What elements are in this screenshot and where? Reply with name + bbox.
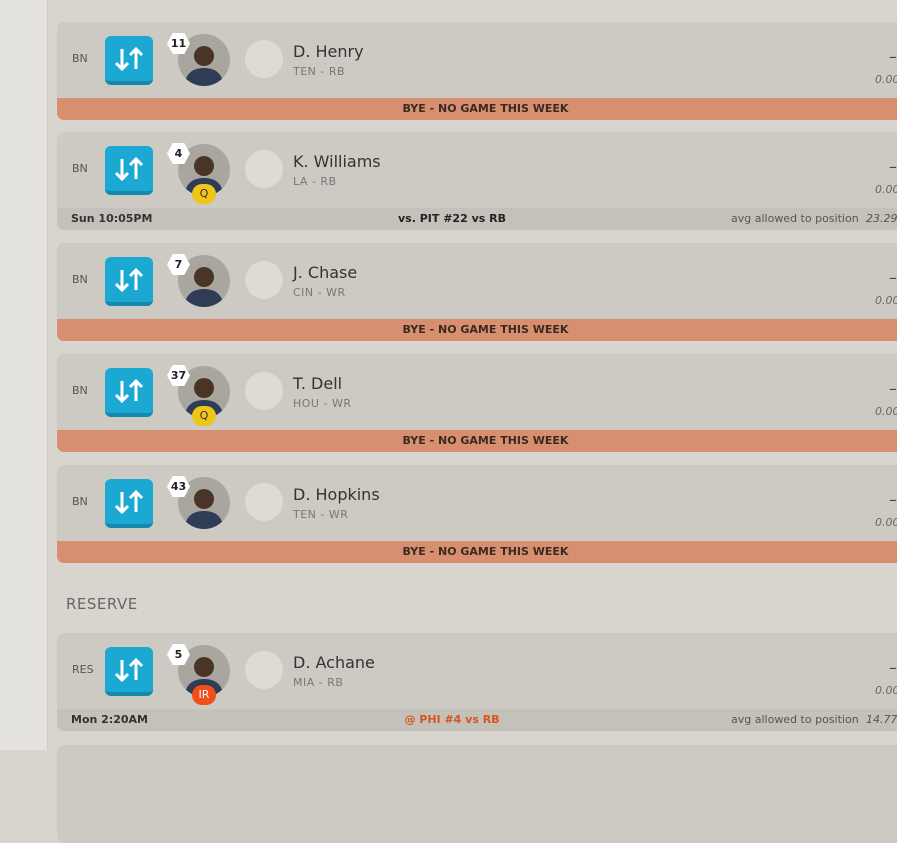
score: – (889, 658, 897, 677)
avg-label: avg allowed to position (731, 212, 859, 225)
slot-label: RES (72, 663, 94, 676)
rank-badge: 7 (167, 254, 190, 275)
player-card: BN 7 J. Chase CIN - WR – 0.00 BYE - NO GAME TH… (57, 243, 897, 341)
status-badge: Q (192, 184, 216, 204)
swap-button[interactable] (105, 146, 153, 195)
swap-icon (114, 46, 144, 72)
player-card: BN 37Q T. Dell HOU - WR – 0.00 BYE - NO GAME T… (57, 354, 897, 452)
player-photo (178, 255, 230, 307)
player-name: D. Achane (293, 653, 375, 672)
avg-label: avg allowed to position (731, 713, 859, 726)
card-partial (57, 745, 897, 843)
projected-points: 0.00 (875, 405, 897, 418)
matchup-bar: Sun 10:05PM vs. PIT #22 vs RB avg allowed … (57, 208, 897, 230)
opponent: vs. PIT #22 vs RB (398, 212, 506, 225)
projected-points: 0.00 (875, 183, 897, 196)
team-logo (245, 261, 283, 299)
projected-points: 0.00 (875, 684, 897, 697)
rank-badge: 11 (167, 33, 190, 54)
slot-label: BN (72, 52, 88, 65)
swap-button[interactable] (105, 36, 153, 85)
player-name: D. Henry (293, 42, 364, 61)
team-logo (245, 372, 283, 410)
slot-label: BN (72, 273, 88, 286)
slot-label: BN (72, 162, 88, 175)
team-logo (245, 651, 283, 689)
score: – (889, 268, 897, 287)
avg-value: 14.77 (866, 713, 897, 726)
swap-button[interactable] (105, 479, 153, 528)
swap-button[interactable] (105, 368, 153, 417)
bye-bar: BYE - NO GAME THIS WEEK (57, 430, 897, 452)
silhouette (184, 489, 224, 529)
status-badge: Q (192, 406, 216, 426)
team-position: HOU - WR (293, 397, 352, 410)
score: – (889, 47, 897, 66)
bye-text: BYE - NO GAME THIS WEEK (402, 102, 569, 115)
player-name: T. Dell (293, 374, 343, 393)
section-title: RESERVE (66, 595, 138, 613)
rank-badge: 43 (167, 476, 190, 497)
bye-text: BYE - NO GAME THIS WEEK (402, 323, 569, 336)
bye-text: BYE - NO GAME THIS WEEK (402, 434, 569, 447)
projected-points: 0.00 (875, 73, 897, 86)
player-card: RES 5IR D. Achane MIA - RB – 0.00 Mon 2:20AM @ … (57, 633, 897, 731)
swap-icon (114, 378, 144, 404)
rank-badge: 5 (167, 644, 190, 665)
bye-bar: BYE - NO GAME THIS WEEK (57, 98, 897, 120)
score: – (889, 379, 897, 398)
rank-badge: 4 (167, 143, 190, 164)
status-badge: IR (192, 685, 216, 705)
bye-bar: BYE - NO GAME THIS WEEK (57, 319, 897, 341)
score: – (889, 157, 897, 176)
player-card: BN 4Q K. Williams LA - RB – 0.00 Sun 10:05PM vs… (57, 132, 897, 230)
team-position: TEN - RB (293, 65, 346, 78)
swap-icon (114, 489, 144, 515)
team-position: MIA - RB (293, 676, 344, 689)
projected-points: 0.00 (875, 294, 897, 307)
matchup-bar: Mon 2:20AM @ PHI #4 vs RB avg allowed to p… (57, 709, 897, 731)
silhouette (184, 267, 224, 307)
player-name: K. Williams (293, 152, 381, 171)
team-logo (245, 483, 283, 521)
sidebar (0, 0, 48, 750)
team-position: CIN - WR (293, 286, 346, 299)
player-card: BN 11 D. Henry TEN - RB – 0.00 BYE - NO GAME T… (57, 22, 897, 120)
bye-bar: BYE - NO GAME THIS WEEK (57, 541, 897, 563)
game-time: Mon 2:20AM (71, 713, 148, 726)
player-name: D. Hopkins (293, 485, 380, 504)
projected-points: 0.00 (875, 516, 897, 529)
swap-icon (114, 156, 144, 182)
silhouette (184, 46, 224, 86)
opponent: @ PHI #4 vs RB (404, 713, 500, 726)
swap-button[interactable] (105, 257, 153, 306)
team-position: TEN - WR (293, 508, 349, 521)
team-logo (245, 40, 283, 78)
player-photo (178, 34, 230, 86)
bye-text: BYE - NO GAME THIS WEEK (402, 545, 569, 558)
swap-button[interactable] (105, 647, 153, 696)
slot-label: BN (72, 495, 88, 508)
rank-badge: 37 (167, 365, 190, 386)
team-logo (245, 150, 283, 188)
team-position: LA - RB (293, 175, 337, 188)
avg-value: 23.29 (866, 212, 897, 225)
player-card: BN 43 D. Hopkins TEN - WR – 0.00 BYE - NO GAME… (57, 465, 897, 563)
game-time: Sun 10:05PM (71, 212, 153, 225)
swap-icon (114, 267, 144, 293)
slot-label: BN (72, 384, 88, 397)
player-name: J. Chase (293, 263, 358, 282)
swap-icon (114, 657, 144, 683)
score: – (889, 490, 897, 509)
